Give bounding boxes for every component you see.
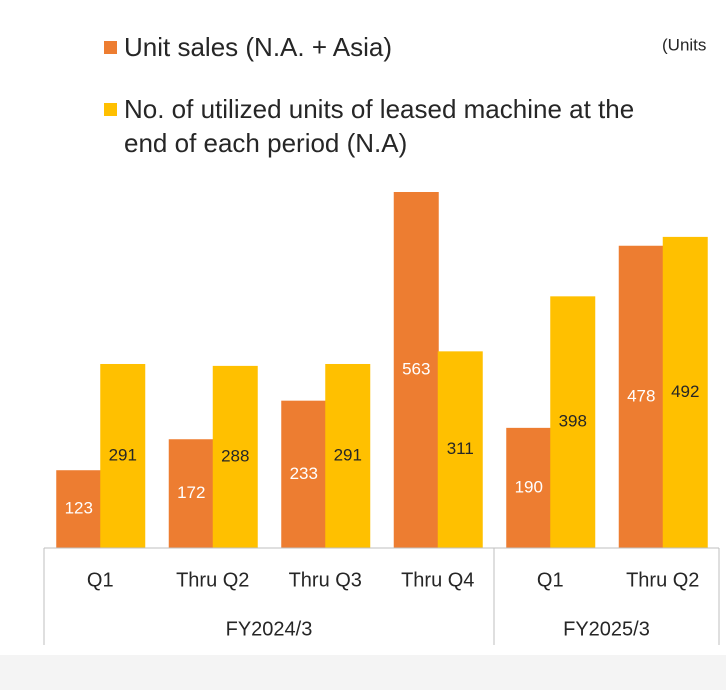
bar (550, 296, 596, 548)
legend-swatch (104, 41, 117, 54)
value-label: 398 (559, 412, 587, 431)
x-tick-label: Thru Q2 (626, 569, 699, 591)
legend-label: No. of utilized units of leased machine … (124, 94, 635, 158)
bar (212, 365, 258, 548)
bar (437, 351, 483, 548)
x-tick-label: Q1 (537, 569, 564, 591)
bar (325, 363, 371, 548)
value-label: 190 (515, 477, 543, 496)
value-label: 123 (65, 499, 93, 518)
value-label: 563 (402, 359, 430, 378)
bar (506, 427, 552, 548)
bar (393, 192, 439, 548)
bar (56, 470, 102, 548)
legend-item: No. of utilized units of leased machine … (104, 92, 664, 160)
bar (100, 363, 146, 548)
group-label: FY2024/3 (226, 618, 313, 640)
value-label: 288 (221, 446, 249, 465)
value-label: 291 (109, 445, 137, 464)
group-label: FY2025/3 (563, 618, 650, 640)
bar (168, 439, 214, 548)
x-tick-label: Q1 (87, 569, 114, 591)
bar (662, 236, 708, 548)
value-label: 233 (290, 464, 318, 483)
bottom-band (0, 655, 726, 690)
value-label: 492 (671, 382, 699, 401)
value-label: 311 (447, 439, 474, 458)
x-tick-label: Thru Q3 (289, 569, 362, 591)
legend-label: Unit sales (N.A. + Asia) (124, 32, 393, 62)
value-label: 291 (334, 445, 362, 464)
bar (618, 245, 664, 548)
x-tick-label: Thru Q4 (401, 569, 474, 591)
x-tick-label: Thru Q2 (176, 569, 249, 591)
value-label: 478 (627, 386, 655, 405)
unit-note: (Units (662, 35, 706, 54)
bar (281, 400, 327, 548)
value-label: 172 (177, 483, 205, 502)
legend-swatch (104, 103, 117, 116)
legend-item: Unit sales (N.A. + Asia) (104, 30, 664, 64)
